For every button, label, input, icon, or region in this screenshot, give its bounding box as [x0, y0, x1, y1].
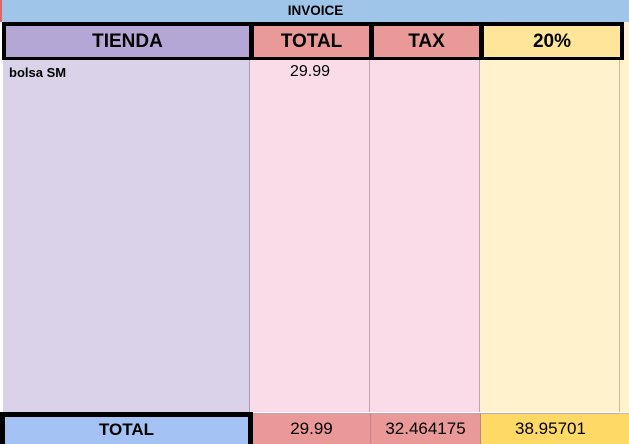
left-margin-squished [0, 385, 3, 412]
right-margin-footer [620, 413, 629, 444]
cell-item-name[interactable]: bolsa SM [9, 65, 67, 80]
squished-rows-total[interactable] [250, 385, 370, 412]
header-cell-tax[interactable]: TAX [374, 26, 479, 57]
right-margin-squished [620, 385, 629, 412]
cell-item-total[interactable]: 29.99 [289, 63, 331, 80]
body-column-20pct[interactable] [480, 60, 620, 385]
table-header-row: TIENDA TOTAL TAX 20% [2, 22, 624, 61]
header-cell-total[interactable]: TOTAL [254, 26, 369, 57]
squished-rows-tienda[interactable] [3, 385, 250, 412]
squished-rows-tax[interactable] [370, 385, 480, 412]
left-margin-column [0, 60, 3, 385]
footer-20pct-value[interactable]: 38.95701 [480, 413, 620, 444]
squished-rows-20pct[interactable] [480, 385, 620, 412]
header-cell-tienda[interactable]: TIENDA [6, 26, 249, 57]
body-column-total[interactable] [250, 60, 370, 385]
footer-total-label[interactable]: TOTAL [5, 417, 248, 444]
adjacent-cell-sliver [0, 0, 2, 22]
footer-total-cell-border: TOTAL [0, 412, 253, 444]
sheet-title: INVOICE [2, 0, 629, 22]
body-column-tax[interactable] [370, 60, 480, 385]
body-column-tienda[interactable] [3, 60, 250, 385]
adjacent-cell-sliver [624, 22, 629, 61]
header-cell-20pct[interactable]: 20% [484, 26, 620, 57]
right-margin-column [620, 60, 629, 385]
footer-total-value[interactable]: 29.99 [253, 413, 370, 444]
footer-tax-value[interactable]: 32.464175 [370, 413, 480, 444]
